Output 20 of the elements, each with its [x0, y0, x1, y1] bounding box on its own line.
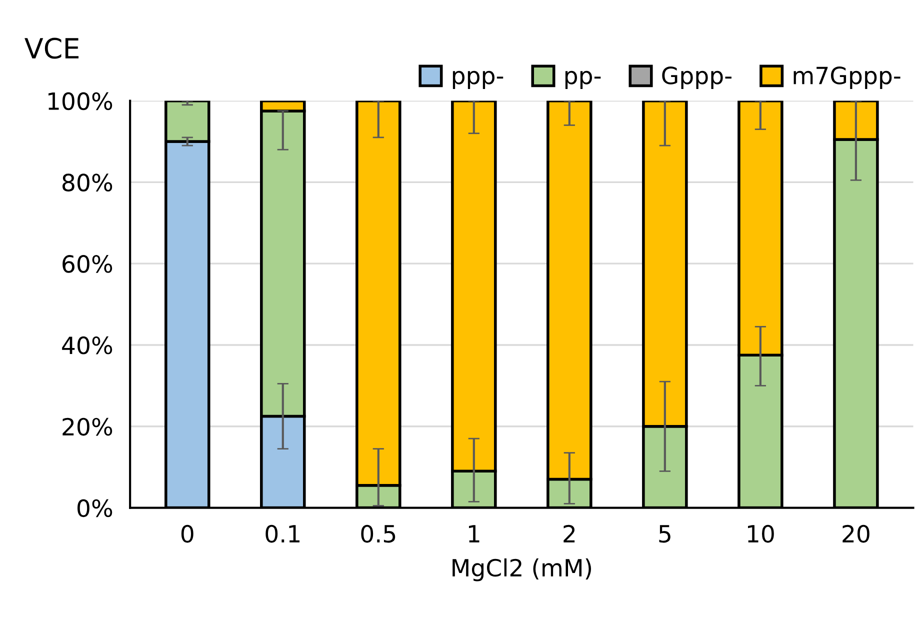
x-tick-label: 0.5 [361, 524, 396, 543]
x-tick-label: 20 [842, 524, 870, 543]
x-tick-label: 10 [748, 524, 774, 543]
y-tick-label: 60% [62, 255, 112, 273]
x-tick-label: 1 [468, 525, 480, 542]
y-tick-label: 20% [62, 418, 112, 436]
legend-label: pp- [565, 70, 601, 89]
x-tick-label: 5 [659, 525, 670, 543]
legend-label: m7Gppp- [794, 66, 900, 89]
legend-label: Gppp- [662, 66, 732, 89]
y-tick-label: 80% [62, 174, 112, 192]
legend-label: ppp- [452, 70, 504, 89]
x-axis-title: MgCl2 (mM) [452, 558, 591, 582]
x-tick-label: 2 [564, 524, 575, 542]
y-tick-label: 0% [78, 499, 112, 518]
y-tick-label: 100% [48, 92, 112, 110]
y-tick-label: 40% [62, 336, 112, 354]
y-axis-title: VCE [24, 38, 79, 59]
x-tick-label: 0 [181, 524, 194, 543]
x-tick-label: 0.1 [266, 524, 300, 543]
